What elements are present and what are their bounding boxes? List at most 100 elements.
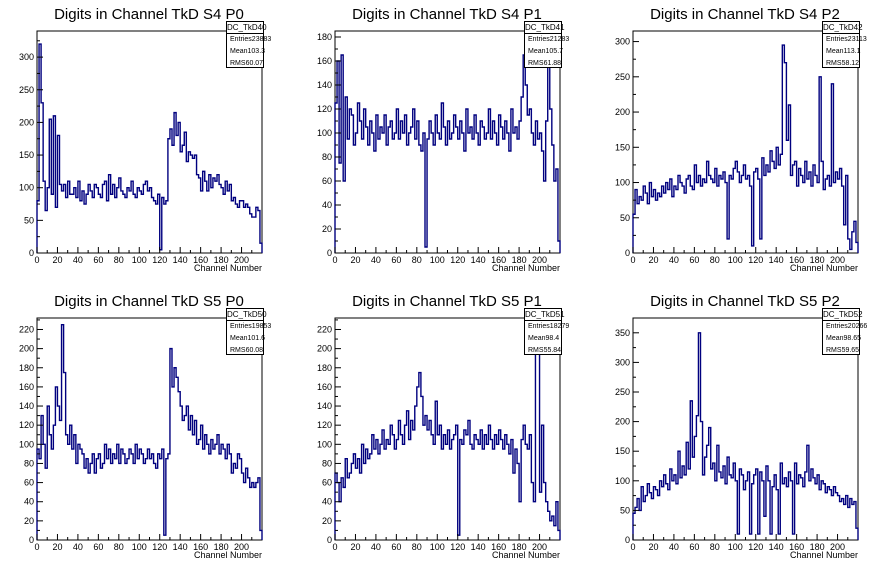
entries-value: 23113 <box>847 36 867 43</box>
y-tick-label: 20 <box>322 516 332 526</box>
y-tick-label: 100 <box>615 178 630 188</box>
stats-rms-row: RMS 60.08 <box>227 345 263 357</box>
x-tick-label: 180 <box>512 255 527 265</box>
y-tick-label: 120 <box>317 420 332 430</box>
mean-label: Mean <box>826 48 844 55</box>
histogram-line <box>36 324 263 540</box>
x-tick-label: 100 <box>728 255 743 265</box>
x-tick-label: 180 <box>810 255 825 265</box>
histogram-line <box>334 328 561 540</box>
x-tick-label: 160 <box>789 255 804 265</box>
histogram-line <box>334 36 561 253</box>
y-tick-label: 60 <box>322 478 332 488</box>
histogram-line <box>632 332 859 540</box>
x-tick-label: 20 <box>350 255 360 265</box>
y-tick-label: 140 <box>19 401 34 411</box>
stats-name: DC_TkD41 <box>525 23 565 34</box>
y-tick-label: 200 <box>317 344 332 354</box>
y-tick-label: 100 <box>317 439 332 449</box>
y-tick-label: 160 <box>317 382 332 392</box>
x-tick-label: 100 <box>430 542 445 552</box>
x-axis-label: Channel Number <box>492 550 560 560</box>
x-tick-label: 80 <box>114 542 124 552</box>
stats-rms-row: RMS 60.07 <box>227 58 263 70</box>
x-tick-label: 200 <box>830 255 845 265</box>
entries-label: Entries <box>528 323 550 330</box>
plot-area: 0 20 40 60 80 100 120 140 160 180 200 0 50 100 150 200 2… <box>19 30 263 273</box>
mean-label: Mean <box>826 335 844 342</box>
y-tick-label: 100 <box>615 476 630 486</box>
x-tick-label: 0 <box>630 255 635 265</box>
mean-label: Mean <box>528 335 546 342</box>
y-tick-label: 200 <box>615 107 630 117</box>
y-tick-label: 0 <box>327 248 332 258</box>
x-tick-label: 40 <box>669 542 679 552</box>
x-tick-label: 160 <box>193 255 208 265</box>
chart-title: Digits in Channel TkD S5 P1 <box>352 293 542 310</box>
y-tick-label: 0 <box>29 535 34 545</box>
stats-entries-row: Entries 20266 <box>823 321 867 333</box>
plot-area: 0 20 40 60 80 100 120 140 160 180 200 0 20 40 60 80 100 1… <box>317 317 561 560</box>
stats-box: DC_TkD50 Entries 19853 Mean 101.6 RMS 60.08 <box>226 308 271 357</box>
rms-label: RMS <box>826 347 842 354</box>
y-tick-label: 0 <box>29 248 34 258</box>
stats-entries-row: Entries 23113 <box>823 34 867 46</box>
stats-name: DC_TkD40 <box>227 23 267 34</box>
stats-box: DC_TkD51 Entries 18279 Mean 98.4 RMS 55.84 <box>524 308 569 355</box>
mean-value: 113.1 <box>843 48 861 55</box>
rms-label: RMS <box>528 60 544 67</box>
y-tick-label: 0 <box>625 248 630 258</box>
stats-box: DC_TkD42 Entries 23113 Mean 113.1 RMS 58.12 <box>822 21 867 70</box>
x-tick-label: 80 <box>710 255 720 265</box>
x-tick-label: 120 <box>450 542 465 552</box>
x-tick-label: 120 <box>152 255 167 265</box>
x-tick-label: 180 <box>512 542 527 552</box>
x-tick-label: 40 <box>371 542 381 552</box>
x-tick-label: 100 <box>728 542 743 552</box>
x-tick-label: 0 <box>34 542 39 552</box>
x-tick-label: 0 <box>332 542 337 552</box>
x-tick-label: 160 <box>193 542 208 552</box>
x-tick-label: 80 <box>114 255 124 265</box>
mean-value: 98.4 <box>545 335 560 342</box>
y-tick-label: 20 <box>322 224 332 234</box>
stats-entries-row: Entries 18279 <box>525 321 569 333</box>
y-tick-label: 150 <box>615 446 630 456</box>
stats-mean-row: Mean 98.4 <box>525 333 561 345</box>
x-tick-label: 200 <box>234 255 249 265</box>
stats-rms-row: RMS 58.12 <box>823 58 859 70</box>
y-tick-label: 250 <box>615 387 630 397</box>
y-tick-label: 250 <box>19 85 34 95</box>
x-axis-label: Channel Number <box>790 550 858 560</box>
y-tick-label: 120 <box>317 104 332 114</box>
chart-panel-tkd-s5-p2: Digits in Channel TkD S5 P2 0 20 40 60 80 100… <box>596 287 894 574</box>
entries-label: Entries <box>528 36 550 43</box>
stats-name: DC_TkD51 <box>525 310 565 321</box>
x-tick-label: 40 <box>73 542 83 552</box>
rms-value: 60.07 <box>245 60 264 67</box>
plot-area: 0 20 40 60 80 100 120 140 160 180 200 0 50 100 150 200 2… <box>615 30 859 273</box>
y-tick-label: 250 <box>615 72 630 82</box>
x-tick-label: 100 <box>430 255 445 265</box>
chart-panel-tkd-s5-p1: Digits in Channel TkD S5 P1 0 20 40 60 80 100… <box>298 287 596 574</box>
stats-mean-row: Mean 113.1 <box>823 46 861 58</box>
x-axis-label: Channel Number <box>194 550 262 560</box>
y-tick-label: 40 <box>322 200 332 210</box>
mean-value: 101.6 <box>247 335 266 342</box>
y-tick-label: 60 <box>24 478 34 488</box>
plot-area: 0 20 40 60 80 100 120 140 160 180 200 0 20 40 60 80 100 1… <box>19 317 263 560</box>
x-tick-label: 60 <box>391 542 401 552</box>
y-tick-label: 160 <box>19 382 34 392</box>
rms-label: RMS <box>528 347 544 354</box>
y-tick-label: 150 <box>615 142 630 152</box>
x-tick-label: 100 <box>132 542 147 552</box>
x-axis-label: Channel Number <box>492 263 560 273</box>
stats-rms-row: RMS 59.65 <box>823 345 859 357</box>
entries-label: Entries <box>826 323 848 330</box>
chart-title: Digits in Channel TkD S4 P2 <box>650 6 840 23</box>
x-tick-label: 180 <box>214 255 229 265</box>
x-tick-label: 0 <box>332 255 337 265</box>
y-tick-label: 180 <box>317 363 332 373</box>
rms-value: 55.84 <box>543 347 562 354</box>
